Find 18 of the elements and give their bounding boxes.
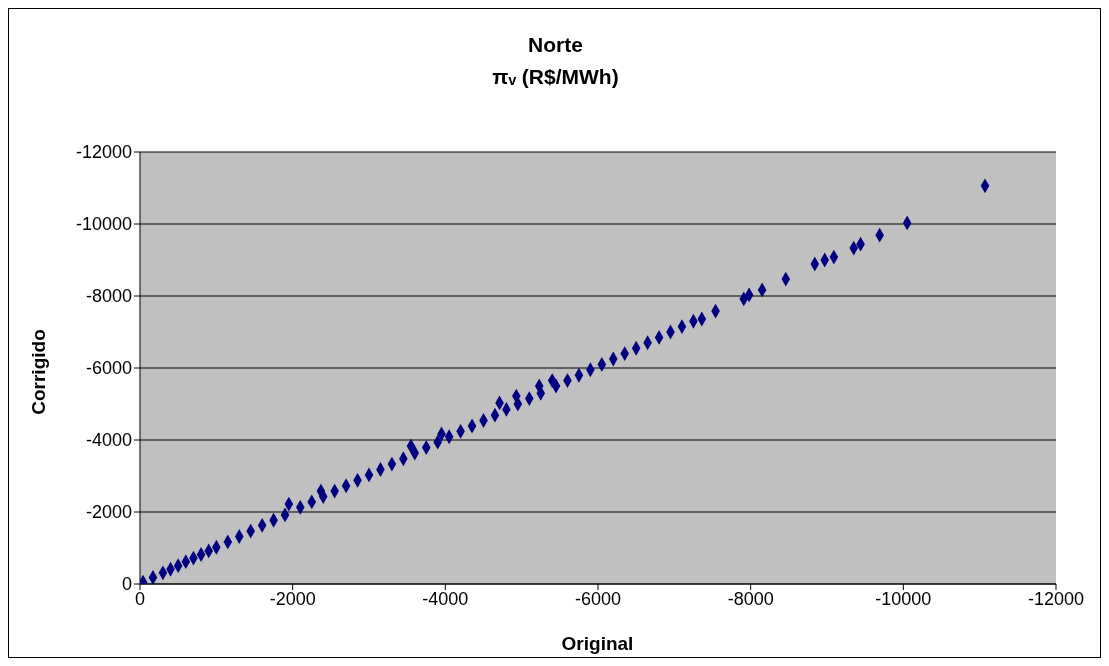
x-axis-title: Original	[560, 633, 635, 655]
y-tick-label: -12000	[75, 142, 132, 163]
y-tick-label: -8000	[85, 286, 132, 307]
chart-subtitle: πᵥ (R$/MWh)	[491, 65, 620, 89]
x-tick-label: 0	[134, 588, 146, 609]
y-tick-label: -2000	[85, 502, 132, 523]
x-tick-label: -12000	[1027, 588, 1085, 609]
y-tick-label: -10000	[75, 214, 132, 235]
y-tick-label: 0	[121, 574, 132, 595]
x-tick-label: -10000	[875, 588, 932, 609]
x-tick-label: -2000	[269, 588, 316, 609]
y-axis-title: Corrigido	[28, 329, 50, 415]
x-tick-label: -8000	[727, 588, 774, 609]
chart-title: Norte	[527, 33, 584, 57]
x-tick-label: -4000	[422, 588, 469, 609]
x-tick-label: -6000	[574, 588, 622, 609]
y-tick-label: -4000	[85, 430, 132, 451]
y-tick-label: -6000	[85, 358, 132, 379]
